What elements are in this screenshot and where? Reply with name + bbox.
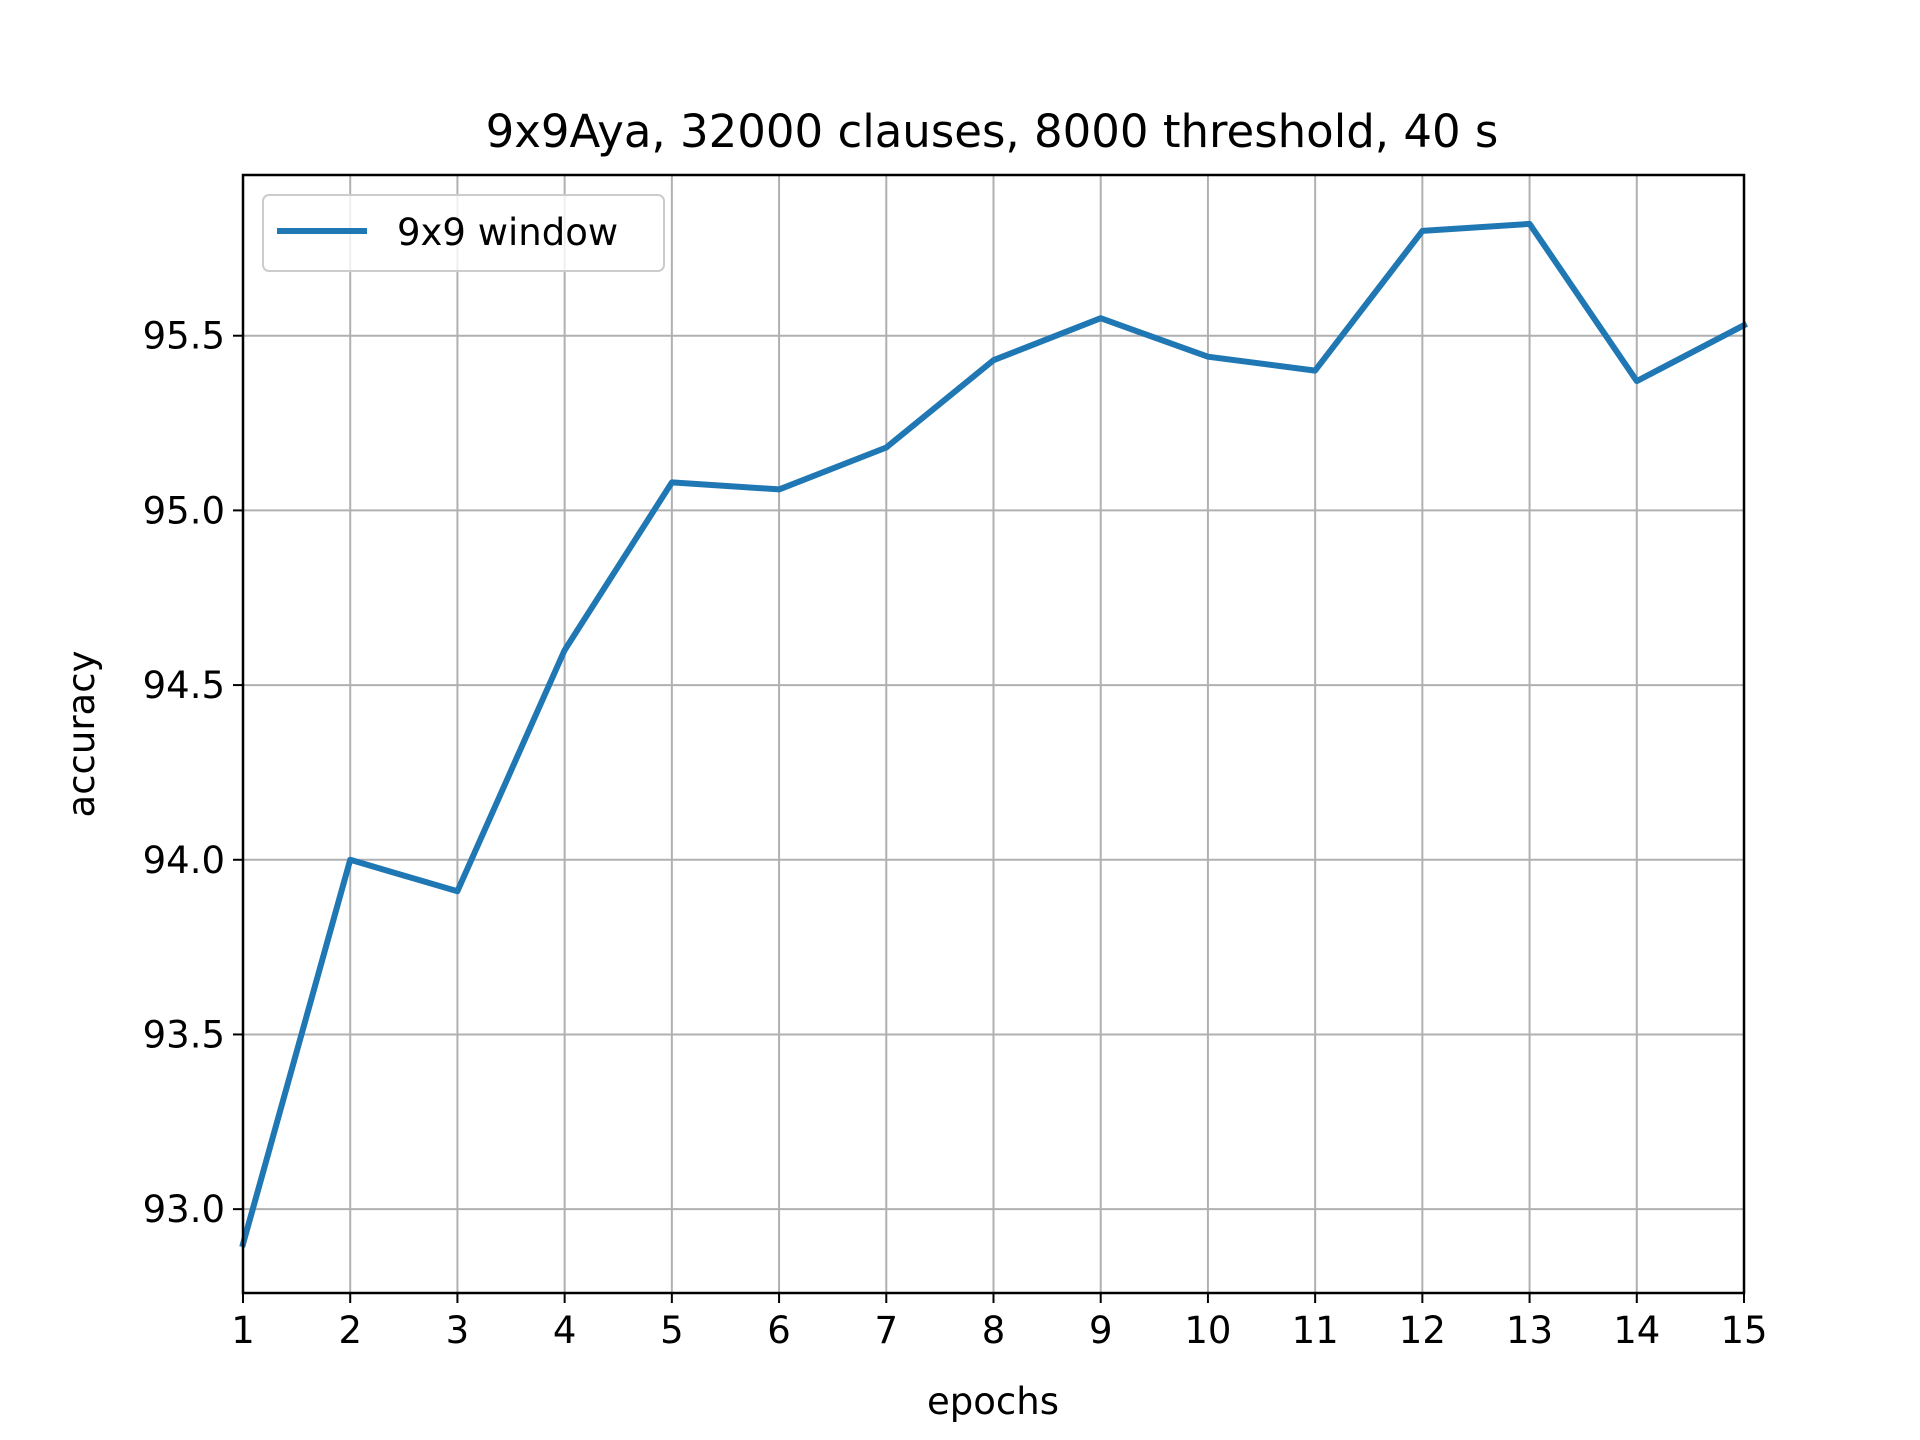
x-tick-label: 9	[1089, 1309, 1113, 1352]
legend-label: 9x9 window	[397, 211, 618, 254]
y-tick-label: 93.0	[143, 1188, 225, 1231]
data-point	[1205, 354, 1211, 360]
data-point	[776, 486, 782, 492]
y-axis-ticks: 93.0 93.5 94.0 94.5 95.0 95.5	[143, 315, 243, 1231]
data-point	[1419, 228, 1425, 234]
y-tick-label: 95.0	[143, 489, 225, 532]
grid	[242, 175, 1745, 1293]
legend-box	[262, 194, 665, 272]
data-point	[1312, 368, 1318, 374]
data-point	[991, 357, 997, 363]
x-tick-label: 5	[660, 1309, 684, 1352]
data-point	[562, 647, 568, 653]
y-axis-label: accuracy	[60, 651, 103, 818]
x-tick-label: 10	[1184, 1309, 1231, 1352]
x-axis-ticks: 1 2 3 4 5 6 7 8 9 10 11 12 13 14 15	[231, 1293, 1768, 1352]
data-point	[1098, 315, 1104, 321]
x-tick-label: 11	[1292, 1309, 1339, 1352]
x-tick-label: 13	[1506, 1309, 1553, 1352]
x-tick-label: 8	[982, 1309, 1006, 1352]
chart-title: 9x9Aya, 32000 clauses, 8000 threshold, 4…	[486, 105, 1499, 158]
data-point	[1634, 378, 1640, 384]
x-tick-label: 3	[446, 1309, 470, 1352]
data-point	[669, 479, 675, 485]
data-point	[883, 445, 889, 451]
y-tick-label: 94.5	[143, 664, 225, 707]
x-tick-label: 15	[1720, 1309, 1767, 1352]
x-tick-label: 7	[875, 1309, 899, 1352]
legend: 9x9 window	[262, 194, 665, 272]
y-tick-label: 95.5	[143, 315, 225, 358]
y-tick-label: 94.0	[143, 839, 225, 882]
x-tick-label: 2	[338, 1309, 362, 1352]
x-tick-label: 4	[553, 1309, 577, 1352]
y-tick-label: 93.5	[143, 1013, 225, 1056]
data-point	[454, 888, 460, 894]
series-line	[239, 220, 1749, 1248]
x-axis-label: epochs	[927, 1380, 1059, 1423]
data-point	[347, 857, 353, 863]
x-tick-label: 12	[1399, 1309, 1446, 1352]
series-layer	[239, 220, 1749, 1248]
x-tick-label: 6	[767, 1309, 791, 1352]
x-tick-label: 1	[231, 1309, 255, 1352]
x-tick-label: 14	[1613, 1309, 1660, 1352]
data-point	[1527, 221, 1533, 227]
